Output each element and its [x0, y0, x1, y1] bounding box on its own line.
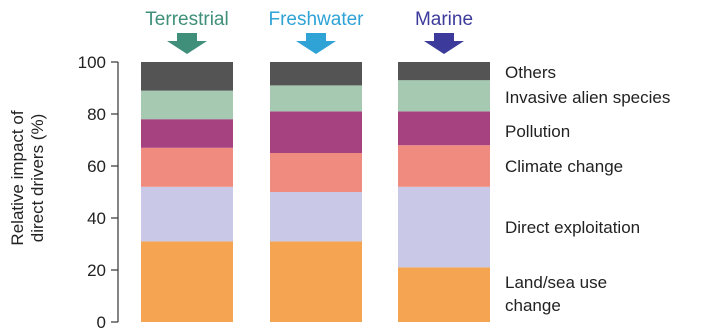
bar-segment-marine-pollution	[398, 111, 490, 146]
category-label-terrestrial: Terrestrial	[145, 9, 228, 30]
bar-stack-terrestrial	[141, 62, 233, 322]
bar-segment-freshwater-invasive-alien-species	[270, 85, 362, 112]
bar-segment-freshwater-others	[270, 62, 362, 86]
category-labels: Terrestrial Freshwater Marine	[145, 9, 473, 54]
legend-label-direct-exploitation: Direct exploitation	[505, 218, 640, 237]
bar-segment-terrestrial-invasive-alien-species	[141, 90, 233, 120]
y-tick-label-60: 60	[87, 157, 106, 176]
bar-segment-freshwater-climate-change	[270, 153, 362, 192]
y-axis-title-line-2: direct drivers (%)	[28, 114, 47, 242]
down-arrow-icon	[296, 33, 336, 54]
category-label-freshwater: Freshwater	[268, 9, 364, 30]
bar-stack-freshwater	[270, 62, 362, 322]
y-tick-label-20: 20	[87, 261, 106, 280]
bar-segment-marine-others	[398, 62, 490, 81]
legend-label-invasive-alien-species: Invasive alien species	[505, 88, 670, 107]
bars	[141, 62, 490, 322]
bar-segment-marine-land-sea-use-change	[398, 267, 490, 322]
category-label-marine: Marine	[415, 9, 473, 30]
bar-segment-terrestrial-others	[141, 62, 233, 91]
y-tick-label-80: 80	[87, 105, 106, 124]
bar-segment-terrestrial-direct-exploitation	[141, 186, 233, 242]
legend: Land/sea use change Direct exploitation Cli…	[505, 63, 670, 315]
bar-segment-freshwater-land-sea-use-change	[270, 241, 362, 322]
legend-label-others: Others	[505, 63, 556, 82]
bar-segment-marine-invasive-alien-species	[398, 80, 490, 112]
legend-label-land-sea-use-change-line-1: Land/sea use	[505, 273, 607, 292]
bar-segment-terrestrial-climate-change	[141, 147, 233, 187]
y-axis-title-line-1: Relative impact of	[8, 110, 27, 245]
bar-segment-freshwater-pollution	[270, 111, 362, 153]
bar-segment-terrestrial-pollution	[141, 119, 233, 148]
down-arrow-icon	[424, 33, 464, 54]
y-axis: 0 20 40 60 80 100	[78, 53, 119, 330]
y-tick-label-100: 100	[78, 53, 106, 72]
bar-stack-marine	[398, 62, 490, 322]
y-tick-label-0: 0	[97, 313, 106, 330]
bar-segment-marine-climate-change	[398, 145, 490, 187]
down-arrow-icon	[167, 33, 207, 54]
y-axis-label: Relative impact of direct drivers (%)	[8, 110, 47, 245]
bar-segment-freshwater-direct-exploitation	[270, 192, 362, 242]
bar-segment-terrestrial-land-sea-use-change	[141, 241, 233, 322]
legend-label-land-sea-use-change-line-2: change	[505, 296, 561, 315]
legend-label-pollution: Pollution	[505, 122, 570, 141]
y-tick-label-40: 40	[87, 209, 106, 228]
legend-label-climate-change: Climate change	[505, 157, 623, 176]
bar-segment-marine-direct-exploitation	[398, 186, 490, 268]
